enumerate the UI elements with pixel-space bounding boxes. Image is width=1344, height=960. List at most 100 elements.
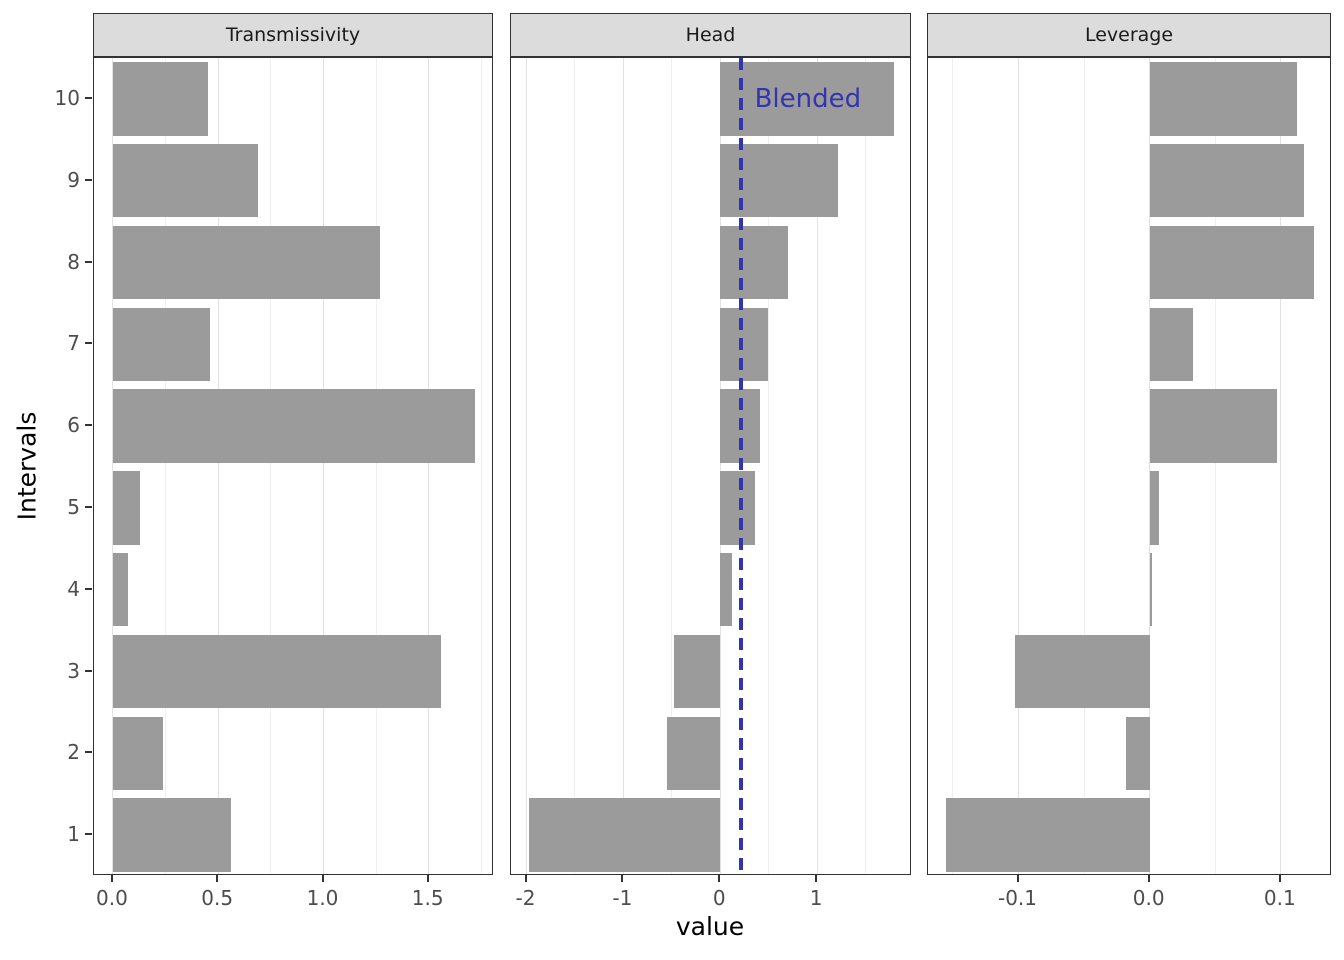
bar-interval-4: [720, 552, 732, 627]
y-tick-label: 10: [54, 85, 80, 110]
y-axis-tick: [85, 833, 92, 836]
bar-interval-3: [1014, 634, 1150, 709]
panel-transmissivity: [93, 57, 493, 875]
x-axis-tick: [815, 875, 818, 882]
gridline-major: [1280, 58, 1282, 874]
gridline-minor: [1214, 58, 1216, 874]
bar-interval-9: [1149, 143, 1305, 218]
bar-interval-7: [720, 307, 768, 382]
gridline-major: [622, 58, 624, 874]
y-axis-tick: [85, 751, 92, 754]
gridline-major: [428, 58, 430, 874]
x-axis-tick: [216, 875, 219, 882]
gridline-minor: [671, 58, 673, 874]
bar-interval-6: [112, 389, 475, 463]
y-axis-tick: [85, 424, 92, 427]
bar-interval-9: [112, 143, 259, 218]
x-axis-tick: [718, 875, 721, 882]
bar-interval-1: [112, 798, 231, 872]
gridline-minor: [270, 58, 272, 874]
y-tick-label: 4: [67, 576, 80, 601]
bar-interval-3: [112, 634, 442, 709]
bar-interval-4: [112, 552, 128, 627]
bar-interval-6: [1149, 389, 1277, 463]
bar-interval-5: [720, 471, 756, 545]
gridline-minor: [952, 58, 954, 874]
x-tick-label: 0.0: [1132, 886, 1165, 910]
bar-interval-7: [1149, 307, 1193, 382]
bar-interval-2: [112, 716, 164, 791]
x-tick-label: 1.5: [411, 886, 444, 910]
panel-head: Blended: [510, 57, 911, 875]
bar-interval-1: [946, 798, 1150, 872]
gridline-minor: [375, 58, 377, 874]
bar-interval-5: [112, 471, 141, 545]
bar-interval-8: [1149, 225, 1314, 300]
x-tick-label: -0.1: [997, 886, 1038, 910]
facet-title: Head: [685, 24, 736, 46]
x-tick-label: -1: [612, 886, 633, 910]
gridline-major: [816, 58, 818, 874]
gridline-minor: [1083, 58, 1085, 874]
gridline-major: [1149, 58, 1151, 874]
y-tick-label: 7: [67, 331, 80, 356]
gridline-major: [719, 58, 721, 874]
gridline-minor: [865, 58, 866, 874]
gridline-major: [112, 58, 114, 874]
gridline-major: [323, 58, 324, 874]
blended-reference-line: [738, 58, 743, 874]
x-tick-label: 0.5: [201, 886, 234, 910]
y-axis-tick: [85, 260, 92, 263]
facet-strip-leverage: Leverage: [927, 13, 1331, 57]
x-axis-tick: [621, 875, 624, 882]
y-axis-title: Intervals: [12, 411, 42, 521]
bar-interval-10: [720, 62, 894, 136]
bar-interval-3: [673, 634, 721, 709]
gridline-minor: [574, 58, 576, 874]
bar-interval-5: [1149, 471, 1159, 545]
facet-title: Transmissivity: [225, 24, 361, 46]
facet-title: Leverage: [1084, 24, 1174, 46]
y-tick-label: 2: [67, 740, 80, 765]
facet-strip-head: Head: [510, 13, 911, 57]
y-tick-label: 8: [67, 249, 80, 274]
blended-label: Blended: [754, 84, 862, 114]
facet-strip-transmissivity: Transmissivity: [93, 13, 493, 57]
bar-interval-8: [112, 225, 381, 300]
y-tick-label: 5: [67, 494, 80, 519]
x-tick-label: 0.0: [95, 886, 128, 910]
bar-interval-2: [666, 716, 721, 791]
y-axis-tick: [85, 587, 92, 590]
gridline-minor: [480, 58, 482, 874]
x-tick-label: 1.0: [306, 886, 339, 910]
x-axis-tick: [110, 875, 113, 882]
gridline-minor: [165, 58, 167, 874]
x-tick-label: 0.1: [1263, 886, 1296, 910]
bar-interval-10: [112, 62, 208, 136]
x-axis-tick: [1016, 875, 1019, 882]
y-tick-label: 1: [67, 822, 80, 847]
x-tick-label: -2: [515, 886, 536, 910]
y-tick-label: 9: [67, 167, 80, 192]
y-axis-tick: [85, 669, 92, 672]
bar-interval-4: [1149, 552, 1152, 627]
gridline-major: [217, 58, 219, 874]
x-tick-label: 1: [809, 886, 823, 910]
x-axis-title: value: [675, 912, 745, 941]
bar-interval-1: [529, 798, 721, 872]
x-axis-tick: [524, 875, 527, 882]
bar-interval-10: [1149, 62, 1297, 136]
x-axis-tick: [321, 875, 324, 882]
y-tick-label: 6: [67, 413, 80, 438]
y-axis-tick: [85, 96, 92, 99]
y-tick-label: 3: [67, 658, 80, 683]
y-axis-tick: [85, 505, 92, 508]
x-axis-tick: [426, 875, 429, 882]
x-tick-label: 0: [712, 886, 726, 910]
gridline-major: [526, 58, 527, 874]
bar-interval-7: [112, 307, 210, 382]
gridline-minor: [768, 58, 770, 874]
gridline-major: [1018, 58, 1019, 874]
x-axis-tick: [1278, 875, 1281, 882]
